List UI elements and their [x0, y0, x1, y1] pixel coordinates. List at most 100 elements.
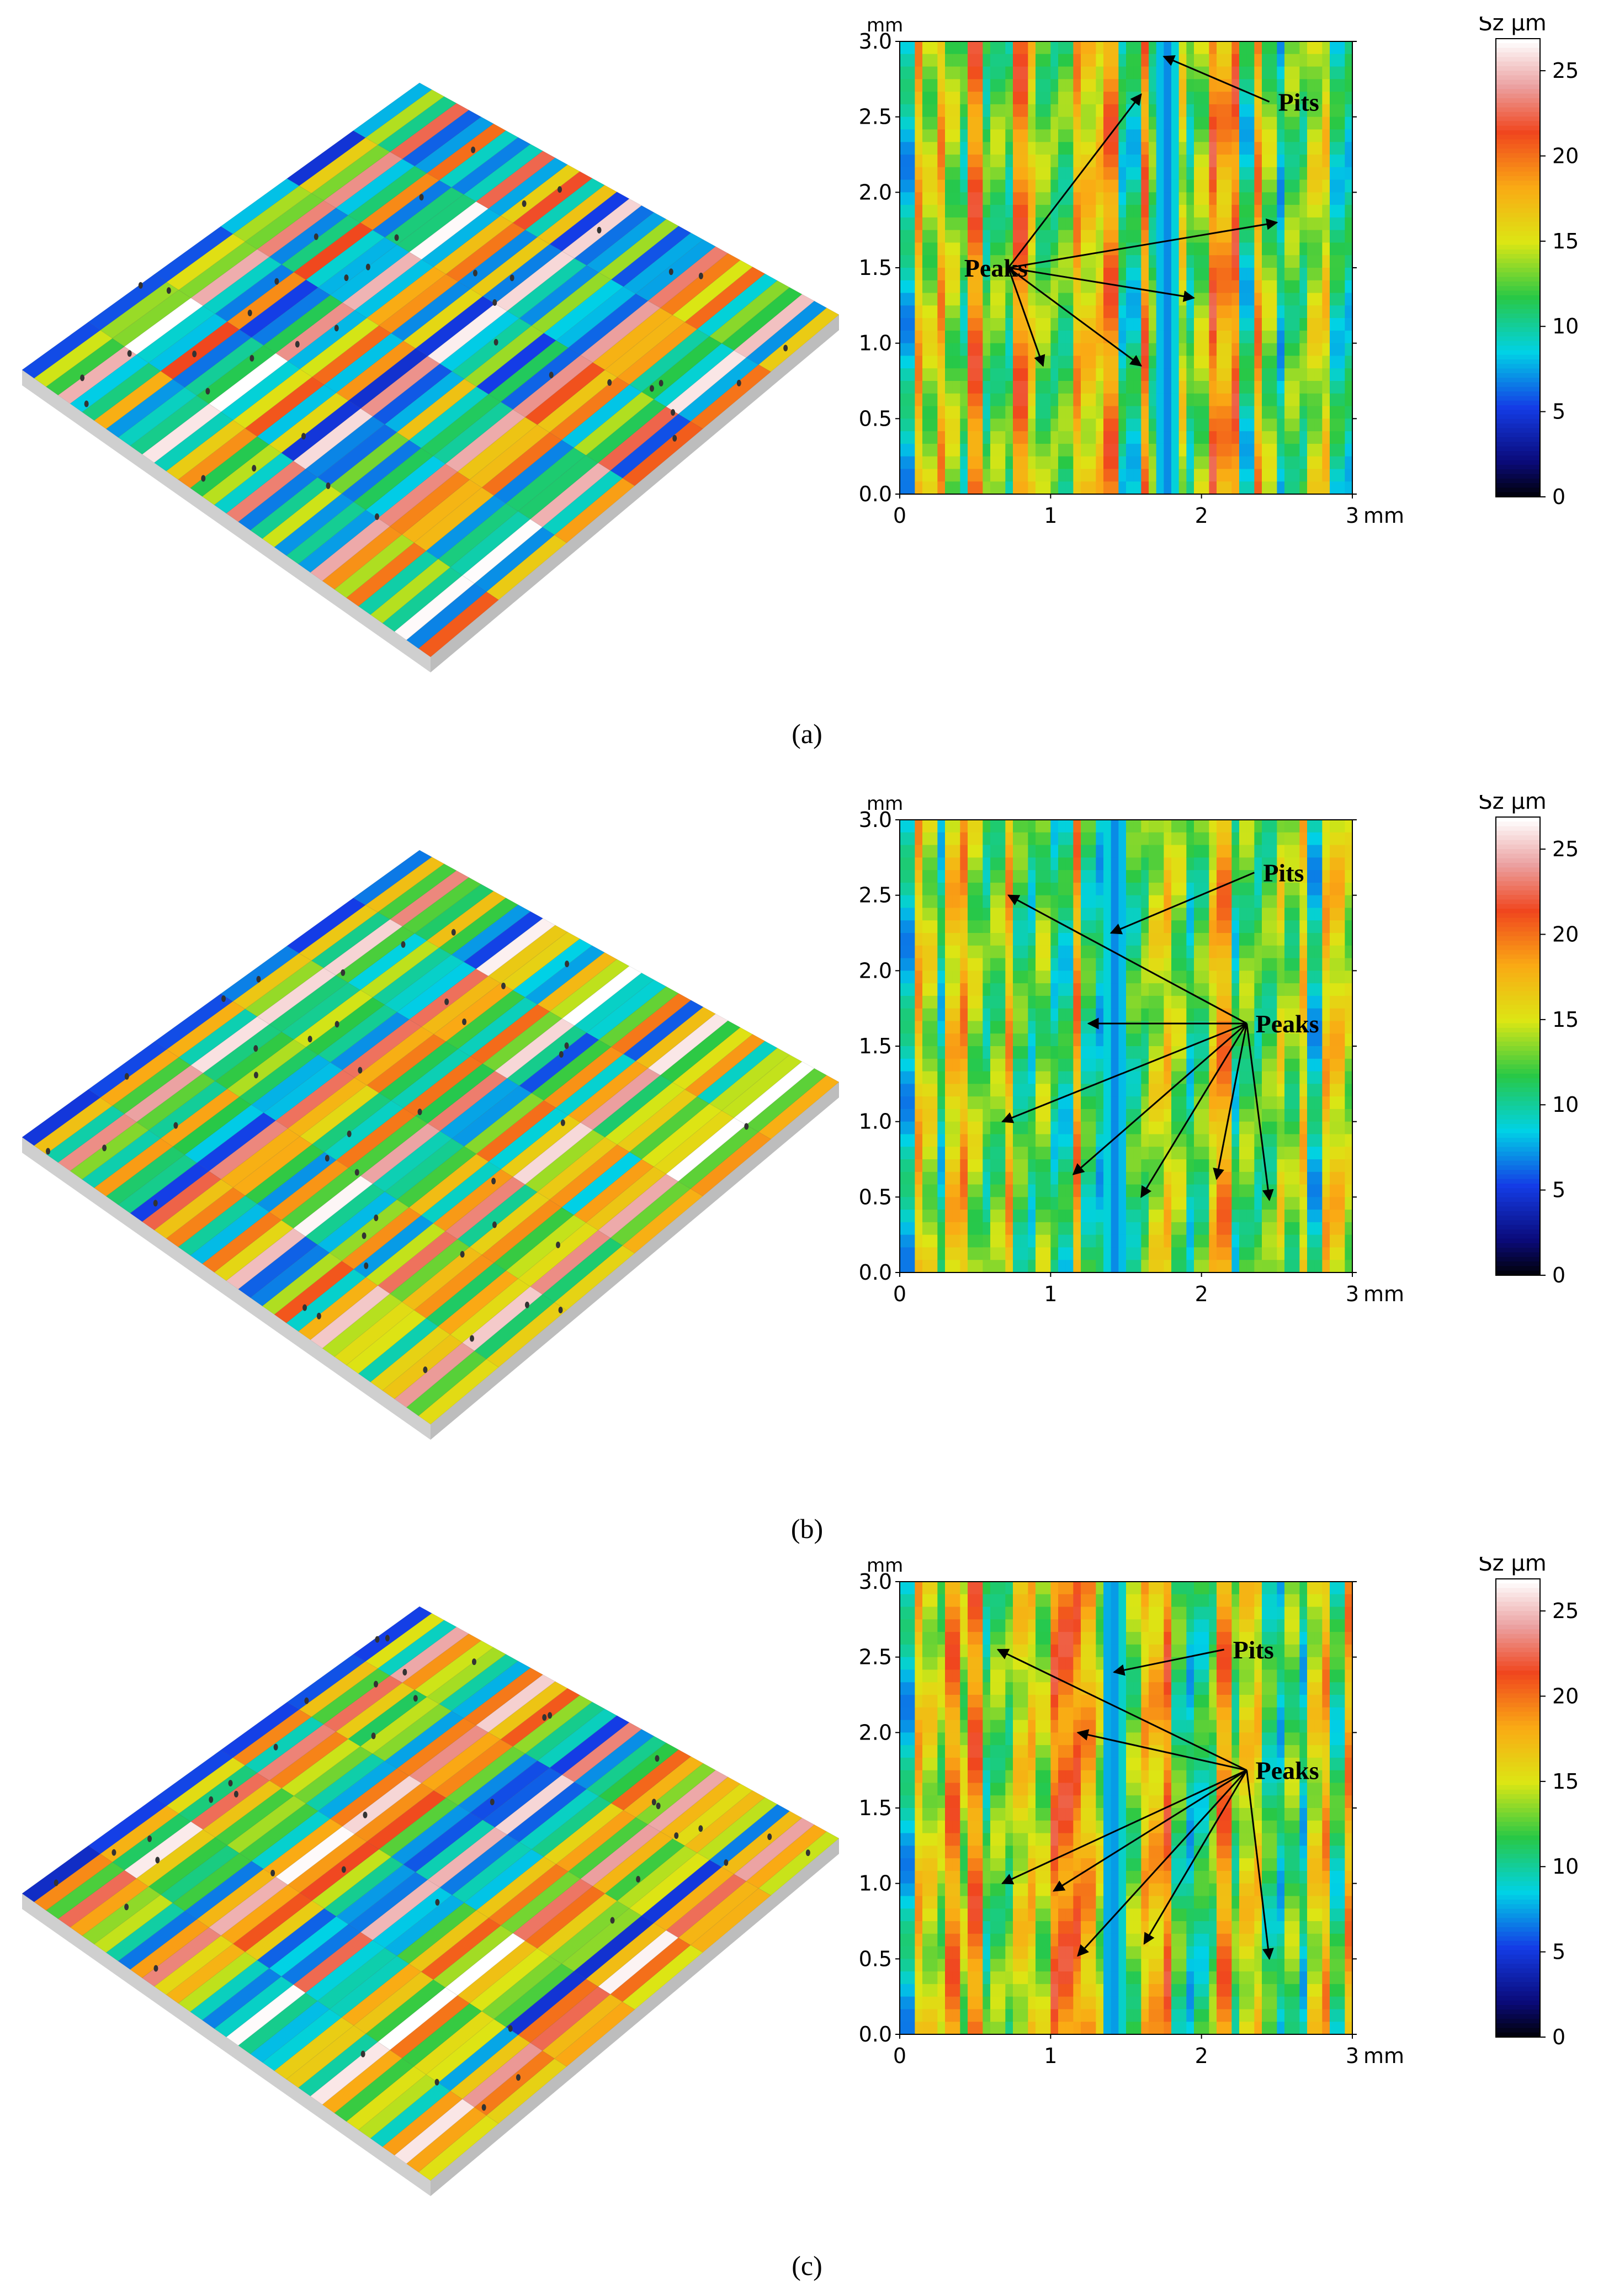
heatmap-cell: [1096, 1084, 1104, 1097]
heatmap-cell: [1246, 393, 1255, 407]
heatmap-cell: [1201, 870, 1209, 883]
heatmap-cell: [997, 945, 1006, 959]
surface-pit: [221, 995, 226, 1003]
heatmap-cell: [1209, 129, 1217, 142]
heatmap-cell: [1330, 945, 1338, 959]
heatmap-cell: [1277, 820, 1285, 833]
heatmap-cell: [1149, 104, 1157, 118]
heatmap-cell: [1133, 1210, 1142, 1223]
heatmap-cell: [945, 1058, 953, 1072]
heatmap-cell: [1020, 908, 1028, 921]
heatmap-cell: [1186, 443, 1194, 457]
heatmap-cell: [1178, 995, 1187, 1009]
heatmap-cell: [1201, 1109, 1209, 1122]
heatmap-cell: [1269, 469, 1277, 482]
heatmap-cell: [1081, 242, 1089, 256]
heatmap-cell: [1088, 418, 1096, 432]
heatmap-cell: [1149, 870, 1157, 883]
surface-pit: [460, 1251, 465, 1258]
heatmap-cell: [1299, 356, 1308, 369]
heatmap-cell: [1194, 1159, 1202, 1173]
heatmap-cell: [1156, 820, 1164, 833]
heatmap-cell: [952, 129, 960, 142]
heatmap-cell: [1005, 1033, 1013, 1047]
heatmap-cell: [968, 255, 976, 268]
heatmap-cell: [1171, 1121, 1180, 1135]
heatmap-cell: [960, 1121, 968, 1135]
heatmap-cell: [1020, 318, 1028, 331]
heatmap-cell: [1103, 1147, 1112, 1160]
heatmap-cell: [1073, 995, 1081, 1009]
heatmap-cell: [1209, 1159, 1217, 1173]
heatmap-cell: [1028, 908, 1036, 921]
heatmap-cell: [1262, 54, 1270, 67]
heatmap-cell: [1036, 1234, 1044, 1248]
heatmap-cell: [945, 330, 953, 344]
heatmap-cell: [952, 958, 960, 971]
heatmap-cell: [1209, 832, 1217, 846]
heatmap-cell: [1246, 908, 1255, 921]
heatmap-cell: [907, 393, 915, 407]
heatmap-cell: [1231, 116, 1240, 130]
heatmap-cell: [1156, 356, 1164, 369]
heatmap-cell: [1330, 116, 1338, 130]
heatmap-cell: [1073, 1121, 1081, 1135]
heatmap-cell: [1141, 1084, 1149, 1097]
heatmap-cell: [1299, 1008, 1308, 1022]
heatmap-cell: [1141, 456, 1149, 470]
heatmap-cell: [1186, 268, 1194, 281]
heatmap-cell: [922, 908, 931, 921]
heatmap-cell: [997, 958, 1006, 971]
heatmap-cell: [1262, 845, 1270, 858]
heatmap-cell: [1231, 1260, 1240, 1273]
heatmap-cell: [1239, 995, 1247, 1009]
heatmap-cell: [1073, 217, 1081, 231]
heatmap-cell: [1277, 958, 1285, 971]
heatmap-cell: [1073, 129, 1081, 142]
heatmap-cell: [1126, 192, 1134, 205]
heatmap-cell: [1299, 1234, 1308, 1248]
heatmap-cell: [1020, 1058, 1028, 1072]
heatmap-cell: [1111, 129, 1119, 142]
heatmap-cell: [1073, 1096, 1081, 1110]
heatmap-cell: [1322, 920, 1330, 934]
heatmap-cell: [1096, 167, 1104, 181]
heatmap-cell: [1081, 41, 1089, 55]
heatmap-cell: [1164, 1184, 1172, 1197]
heatmap-cell: [1133, 1260, 1142, 1273]
heatmap-cell: [915, 330, 923, 344]
heatmap-cell: [1299, 1197, 1308, 1210]
heatmap-cell: [960, 1058, 968, 1072]
heatmap-cell: [1262, 895, 1270, 909]
heatmap-cell: [1345, 293, 1353, 306]
heatmap-cell: [1156, 857, 1164, 871]
surface-pit: [138, 282, 143, 289]
heatmap-cell: [1345, 343, 1353, 357]
heatmap-cell: [930, 217, 938, 231]
heatmap-cell: [1314, 167, 1323, 181]
heatmap-cell: [1284, 418, 1293, 432]
heatmap-cell: [1231, 1247, 1240, 1260]
heatmap-cell: [1058, 155, 1066, 168]
heatmap-cell: [1299, 368, 1308, 381]
heatmap-cell: [1314, 1084, 1323, 1097]
heatmap-cell: [1073, 933, 1081, 946]
heatmap-cell: [1269, 368, 1277, 381]
heatmap-cell: [1239, 1058, 1247, 1072]
heatmap-cell: [1330, 958, 1338, 971]
heatmap-cell: [937, 1222, 946, 1236]
heatmap-cell: [1164, 920, 1172, 934]
heatmap-cell: [997, 1247, 1006, 1260]
heatmap-cell: [1156, 230, 1164, 243]
heatmap-cell: [1299, 1096, 1308, 1110]
heatmap-cell: [1209, 1096, 1217, 1110]
heatmap-cell: [1005, 443, 1013, 457]
heatmap-cell: [952, 983, 960, 996]
heatmap-cell: [922, 1260, 931, 1273]
heatmap-cell: [1028, 920, 1036, 934]
heatmap-cell: [1239, 1159, 1247, 1173]
heatmap-cell: [1171, 230, 1180, 243]
heatmap-cell: [900, 920, 908, 934]
heatmap-cell: [1254, 406, 1262, 419]
heatmap-cell: [1209, 268, 1217, 281]
